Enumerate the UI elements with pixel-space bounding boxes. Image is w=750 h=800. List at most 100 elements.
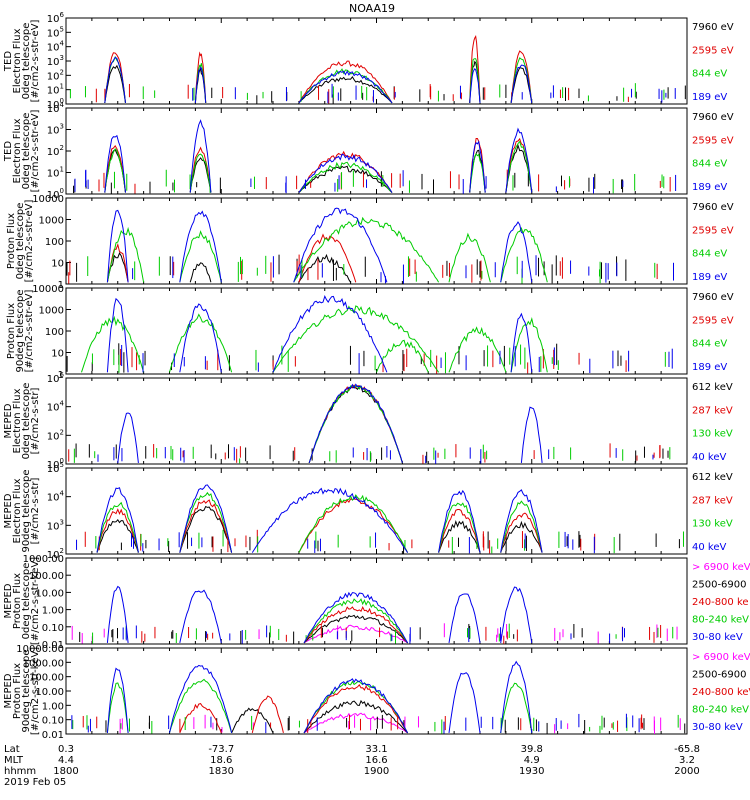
y-label-line: TED — [3, 51, 14, 72]
burst-trace — [169, 664, 233, 734]
y-tick-label: 105 — [47, 461, 64, 475]
series-240-800-ke — [141, 606, 662, 644]
burst-trace — [448, 672, 481, 733]
y-label-line: MEPED — [3, 493, 14, 528]
burst-trace — [104, 56, 126, 103]
series-612-kev — [96, 505, 680, 554]
legend-label: 287 keV — [692, 405, 733, 416]
y-label-line: TED — [3, 141, 14, 162]
y-label-line: Electron Flux — [12, 388, 23, 453]
y-tick-label: 106 — [47, 11, 65, 25]
burst-trace — [308, 383, 403, 464]
y-label-line: 0deg telescope — [21, 383, 32, 460]
x-tick-time: 1800 — [53, 766, 78, 777]
burst-trace — [272, 305, 440, 373]
series-844-ev — [69, 55, 665, 104]
burst-trace — [272, 294, 388, 373]
series-189-ev — [106, 294, 673, 374]
burst-trace — [500, 660, 533, 733]
burst-trace — [500, 489, 543, 553]
y-tick-label: 10.00 — [35, 588, 64, 599]
burst-trace — [303, 598, 409, 644]
burst-trace — [469, 140, 486, 193]
y-label-line: [#/cm2-s-str-eV] — [24, 290, 35, 373]
burst-trace — [500, 221, 533, 283]
y-label-line: Electron Flux — [12, 118, 23, 183]
y-tick-label: 100 — [45, 327, 64, 338]
series-80-240-kev — [92, 598, 674, 644]
x-tick-time: 2000 — [674, 766, 699, 777]
legend-label: 2595 eV — [692, 135, 734, 146]
y-tick-label: 1.00 — [42, 701, 64, 712]
panel-frame — [65, 17, 688, 105]
x-tick-mlt: 16.6 — [365, 755, 387, 766]
y-label-line: 90deg telescope — [15, 289, 26, 372]
y-tick-label: 104 — [47, 101, 65, 115]
burst-trace — [438, 489, 481, 553]
burst-trace — [298, 76, 393, 104]
burst-trace — [189, 119, 212, 193]
y-tick-label: 101 — [47, 83, 64, 97]
legend-label: 2595 eV — [692, 315, 734, 326]
legend-label: 240-800 keV — [692, 687, 750, 698]
burst-trace — [510, 312, 533, 373]
series-40-kev — [97, 383, 654, 464]
series-287-kev — [84, 498, 596, 554]
x-tick-mlt: 3.2 — [679, 755, 695, 766]
legend-label: 189 eV — [692, 92, 727, 103]
burst-trace — [106, 243, 129, 283]
burst-trace — [179, 589, 222, 644]
legend-label: 844 eV — [692, 339, 727, 350]
y-label-line: 0deg telescope — [21, 23, 32, 100]
y-label-line: 0deg telescope — [15, 203, 26, 280]
burst-trace — [231, 707, 274, 734]
burst-trace — [298, 70, 393, 104]
y-tick-label: 1 — [58, 370, 64, 381]
burst-trace — [298, 153, 393, 193]
y-label-line: 0deg telescope — [21, 113, 32, 190]
legend-label: 2500-6900 — [692, 670, 747, 681]
burst-trace — [179, 484, 233, 553]
series-844-ev — [104, 140, 665, 194]
burst-trace — [448, 593, 481, 643]
burst-trace — [179, 505, 233, 553]
burst-trace — [448, 326, 507, 373]
burst-trace — [189, 153, 212, 193]
x-tick-time: 1930 — [519, 766, 544, 777]
burst-trace — [106, 297, 129, 373]
x-tick-lat: 33.1 — [365, 744, 387, 755]
y-label-line: MEPED — [3, 673, 14, 708]
y-label-line: MEPED — [3, 403, 14, 438]
burst-trace — [96, 501, 139, 553]
y-tick-label: 102 — [47, 68, 64, 82]
burst-trace — [96, 487, 139, 553]
y-tick-label: 1000 — [39, 306, 64, 317]
y-tick-label: 104 — [47, 490, 65, 504]
y-tick-label: 10 — [51, 259, 64, 270]
burst-trace — [96, 518, 139, 553]
legend-label: 189 eV — [692, 182, 727, 193]
y-label-line: [#/cm2-s-str-eV] — [30, 20, 41, 103]
legend-label: 80-240 keV — [692, 705, 749, 716]
legend-label: 612 keV — [692, 382, 733, 393]
burst-trace — [106, 226, 145, 283]
burst-trace — [505, 127, 533, 193]
series-30-80-kev — [106, 585, 626, 644]
burst-trace — [189, 157, 212, 193]
burst-trace — [520, 406, 543, 463]
burst-trace — [500, 500, 543, 553]
series-7960-ev — [66, 343, 622, 373]
y-tick-label: 105 — [47, 25, 64, 39]
series-130-kev — [73, 385, 671, 464]
x-tick-lat: 39.8 — [521, 744, 543, 755]
y-tick-label: 104 — [47, 40, 65, 54]
y-tick-label: 1000.00 — [23, 658, 64, 669]
y-tick-label: 1.00 — [42, 606, 64, 617]
legend-label: 7960 eV — [692, 22, 734, 33]
burst-trace — [500, 226, 548, 283]
burst-trace — [293, 216, 440, 283]
